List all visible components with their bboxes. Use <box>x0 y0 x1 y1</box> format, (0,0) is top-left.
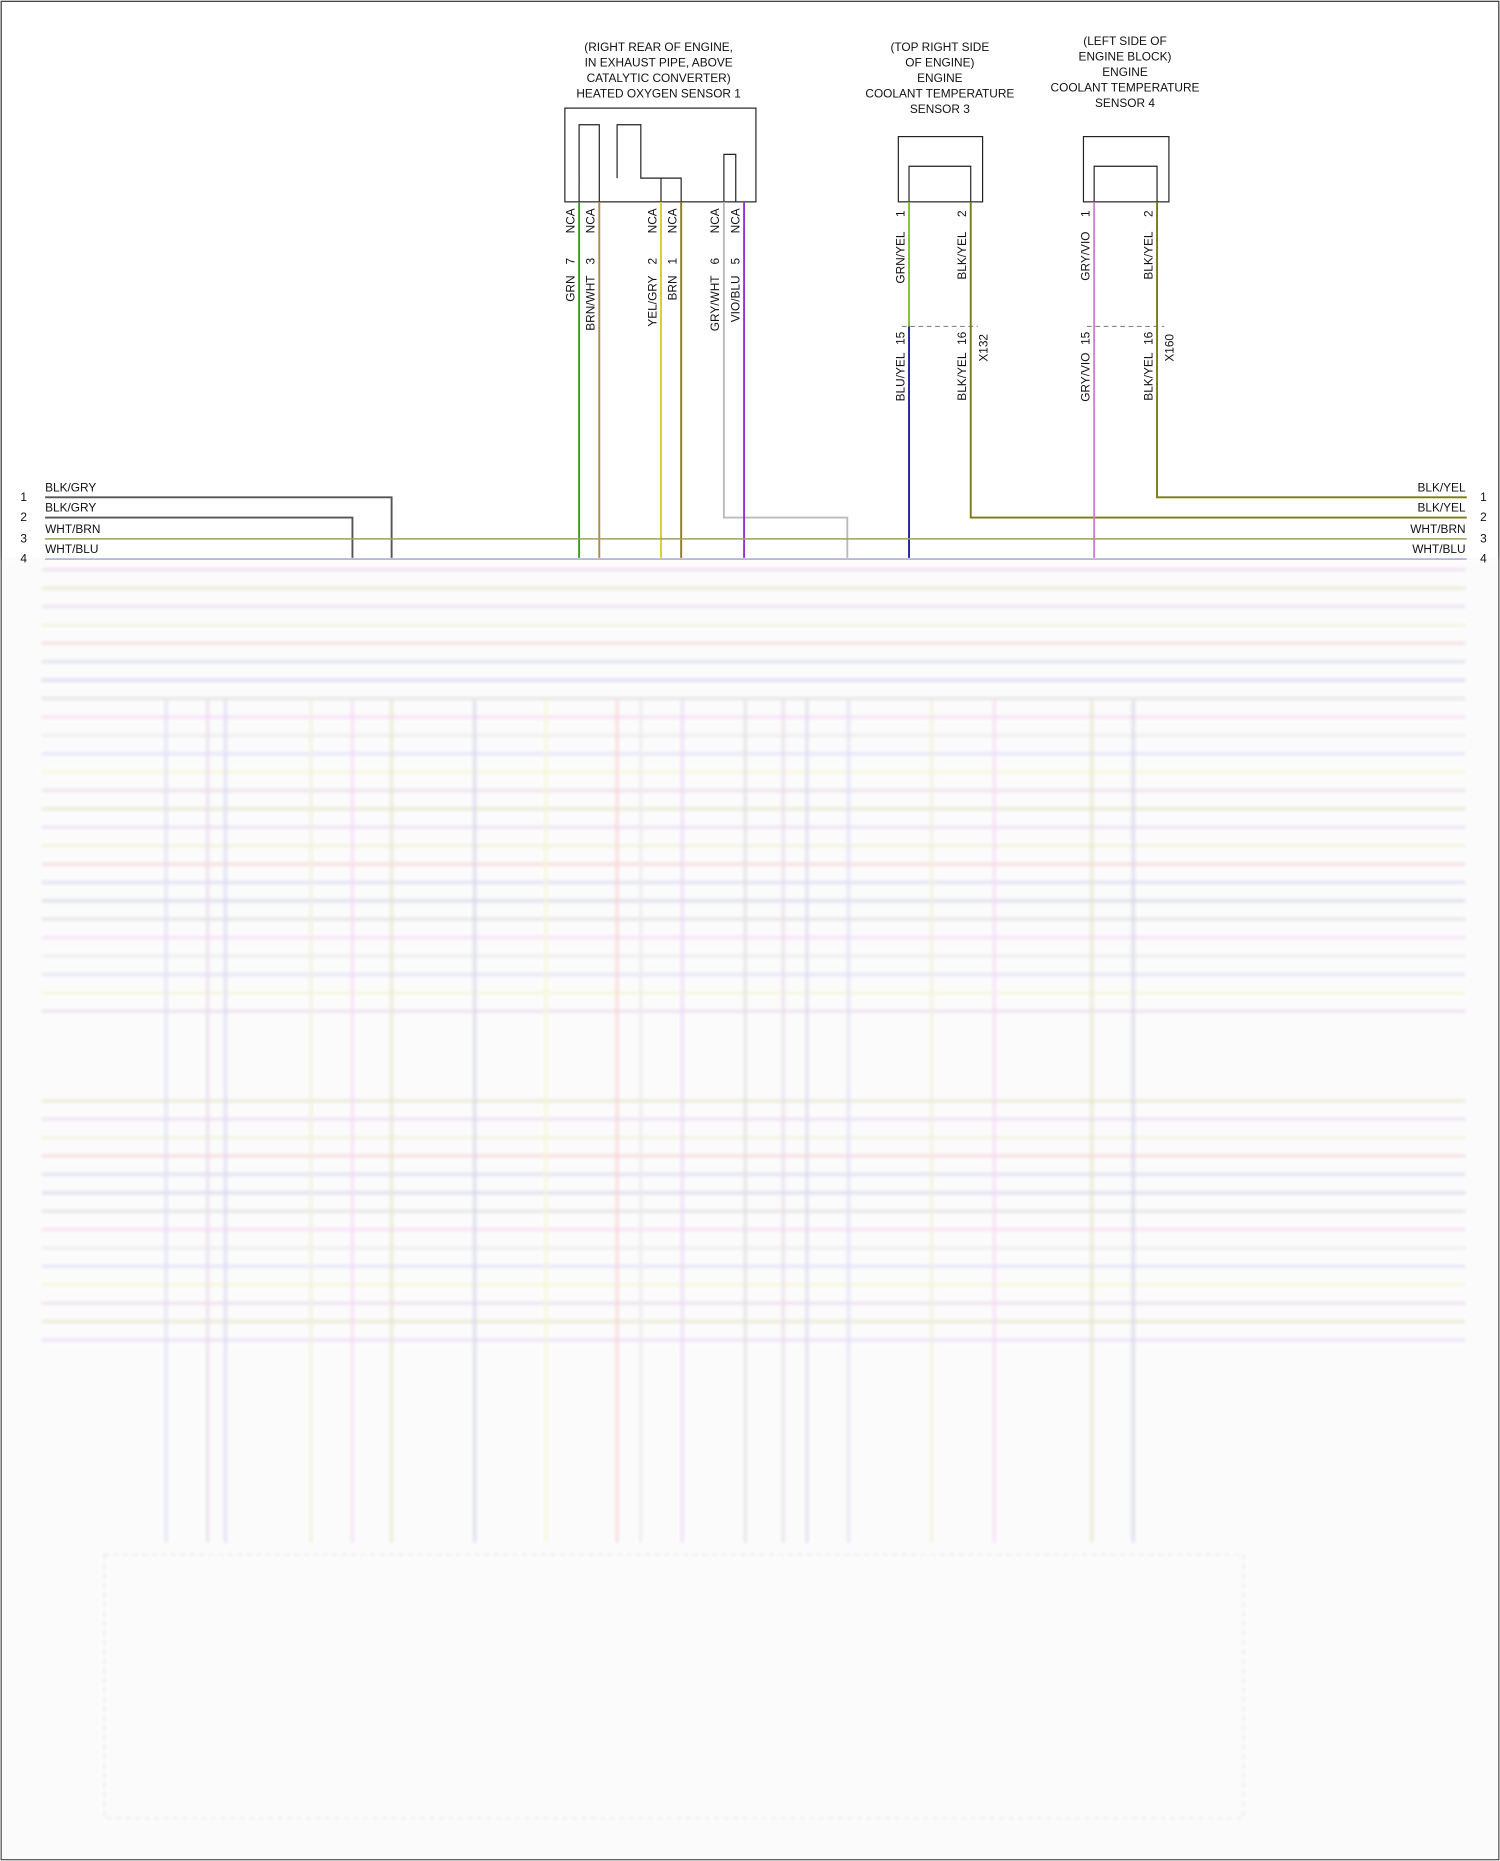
bus-wire: BLK/GRY <box>45 480 96 494</box>
sensor-label: SENSOR 3 <box>910 102 970 116</box>
bus-wire: BLK/GRY <box>45 501 96 515</box>
wire-label: NCA <box>665 208 679 233</box>
wire-label: 2 <box>645 258 659 265</box>
bus-wire: BLK/YEL <box>1417 501 1466 515</box>
wire <box>722 201 849 558</box>
wire-label: NCA <box>728 208 742 233</box>
gray-fill <box>0 557 1500 1861</box>
wire-label: VIO/BLU <box>728 275 742 322</box>
wire <box>969 326 1467 519</box>
wire <box>45 516 354 558</box>
bus-wire: WHT/BLU <box>1412 542 1465 556</box>
sensor-label: ENGINE <box>1102 65 1148 79</box>
wire-label: NCA <box>584 208 598 233</box>
wire-label: 16 <box>1141 331 1155 345</box>
bus-pin: 1 <box>20 490 27 504</box>
sensor-label: COOLANT TEMPERATURE <box>1051 80 1200 94</box>
sensor-label: SENSOR 4 <box>1095 96 1155 110</box>
wire-label: NCA <box>708 208 722 233</box>
wire-label: X132 <box>976 334 990 362</box>
sensor-label: OF ENGINE) <box>905 56 974 70</box>
bus-pin: 3 <box>20 531 27 545</box>
wire-label: BRN <box>665 275 679 300</box>
sensor-box <box>897 135 984 203</box>
wire-label: 7 <box>563 258 577 265</box>
sensor-label: (RIGHT REAR OF ENGINE, <box>584 40 733 54</box>
blurred-section <box>0 557 1500 1861</box>
wire-label: GRN/YEL <box>893 231 907 283</box>
sensor-label: (TOP RIGHT SIDE <box>890 40 989 54</box>
wire-label: 2 <box>955 210 969 217</box>
bus-pin: 2 <box>20 510 27 524</box>
wire <box>45 496 393 558</box>
sensor-label: IN EXHAUST PIPE, ABOVE <box>585 56 733 70</box>
wire-label: 1 <box>665 258 679 265</box>
bus-wire: WHT/BRN <box>45 522 100 536</box>
diagram-top: (RIGHT REAR OF ENGINE, IN EXHAUST PIPE, A… <box>20 34 1487 565</box>
wire-label: GRN <box>563 275 577 301</box>
bus-wire: WHT/BRN <box>1410 522 1465 536</box>
sensor-label: HEATED OXYGEN SENSOR 1 <box>576 86 741 100</box>
sensor-label: ENGINE <box>917 71 963 85</box>
sensor-label: (LEFT SIDE OF <box>1083 34 1166 48</box>
wire-label: 1 <box>893 210 907 217</box>
wire-label: GRY/VIO <box>1078 353 1092 402</box>
bus-wire: WHT/BLU <box>45 542 98 556</box>
wire-label: 5 <box>728 258 742 265</box>
sensor-label: COOLANT TEMPERATURE <box>865 86 1014 100</box>
wire <box>1156 326 1467 499</box>
wire-label: 2 <box>1141 210 1155 217</box>
wire-label: BLU/YEL <box>893 352 907 401</box>
wire-label: BLK/YEL <box>1141 231 1155 280</box>
sensor-label: ENGINE BLOCK) <box>1079 50 1172 64</box>
wire-label: X160 <box>1163 334 1177 362</box>
wire-label: 3 <box>584 258 598 265</box>
wire-label: 6 <box>708 258 722 265</box>
bus-pin: 3 <box>1480 531 1487 545</box>
wire-label: 1 <box>1078 210 1092 217</box>
wire-label: NCA <box>645 208 659 233</box>
wire-label: BLK/YEL <box>955 231 969 280</box>
bus-pin: 4 <box>1480 552 1487 566</box>
sensor-internals <box>578 124 737 202</box>
wire-label: YEL/GRY <box>645 275 659 326</box>
wire-label: BRN/WHT <box>584 275 598 330</box>
bus-pin: 1 <box>1480 490 1487 504</box>
bus-wire: BLK/YEL <box>1417 480 1466 494</box>
sensor-box <box>1082 135 1170 203</box>
wire-label: 16 <box>955 331 969 345</box>
wire-label: BLK/YEL <box>1141 352 1155 401</box>
wire-label: GRY/WHT <box>708 275 722 331</box>
wire-label: NCA <box>563 208 577 233</box>
bus-pin: 2 <box>1480 510 1487 524</box>
sensor-label: CATALYTIC CONVERTER) <box>587 71 731 85</box>
wire-label: 15 <box>893 331 907 345</box>
wire-label: BLK/YEL <box>955 352 969 401</box>
thermistor <box>908 165 1158 202</box>
bus-pin: 4 <box>20 552 27 566</box>
wire-label: GRY/VIO <box>1078 232 1092 281</box>
wire-label: 15 <box>1078 331 1092 345</box>
